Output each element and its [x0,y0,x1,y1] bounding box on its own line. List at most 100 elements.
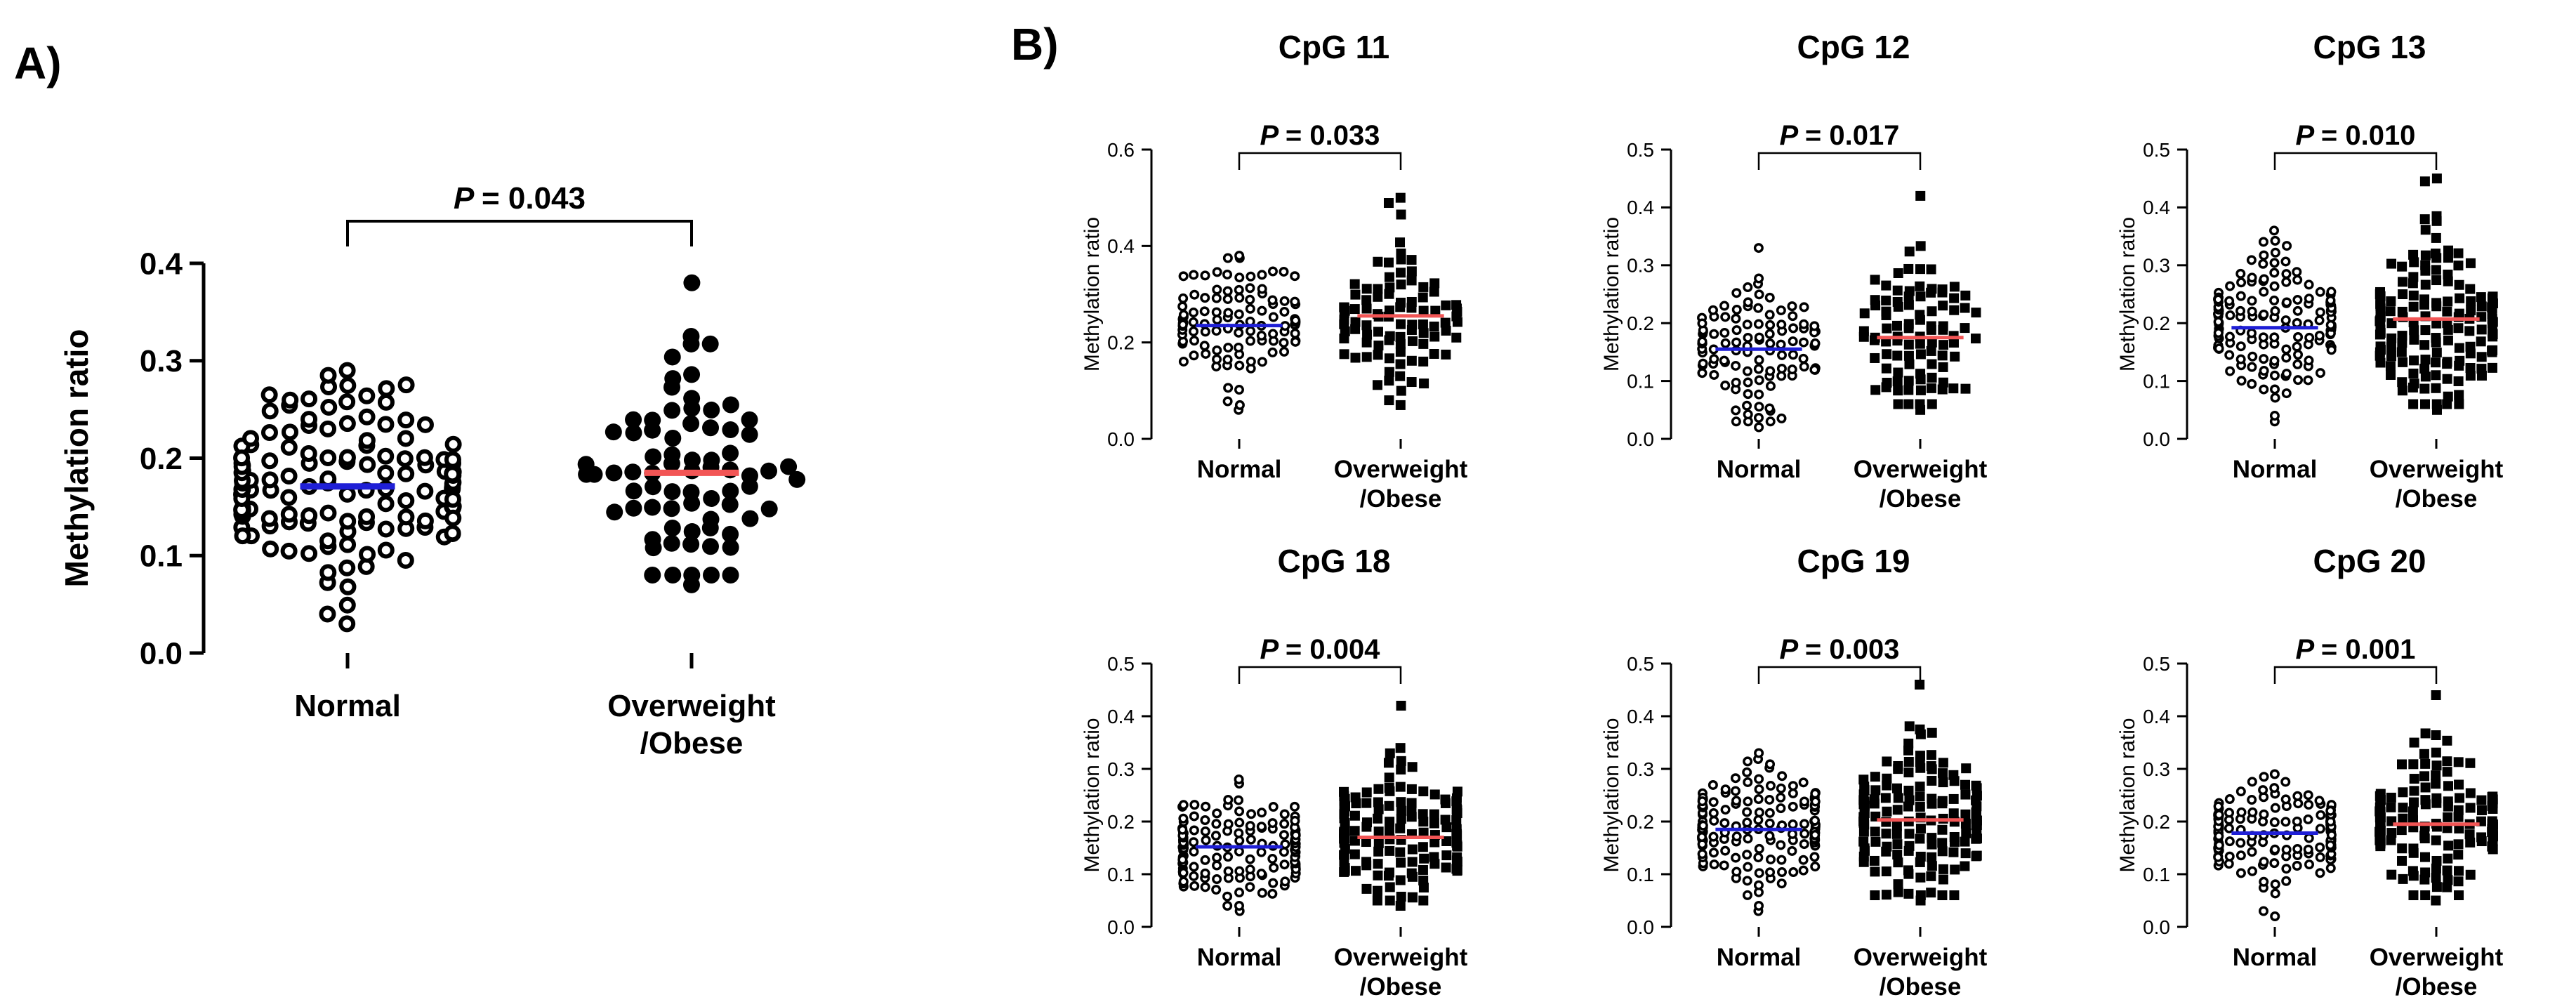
data-point [1891,829,1902,839]
data-point [2398,787,2408,798]
data-point [2224,851,2235,862]
data-point [1385,882,1395,892]
data-point [1938,301,1948,311]
data-point [1245,882,1255,892]
data-point [1776,840,1786,850]
data-point [300,507,318,525]
data-point [1361,284,1372,294]
data-point [2213,317,2224,327]
data-point [1708,797,1719,807]
data-point [1720,312,1731,322]
data-point [1903,350,1914,361]
data-point [2292,860,2302,871]
data-point [1406,255,1417,265]
data-point [1257,284,1267,294]
p-symbol: P [454,181,482,216]
data-point [1892,285,1903,296]
y-axis-label: Methylation ratio [2116,718,2139,872]
data-point [2431,211,2442,221]
data-point [2431,873,2441,883]
data-point [2420,890,2431,900]
data-point [2476,832,2487,843]
data-point [1915,872,1926,883]
data-point [1960,789,1971,800]
data-point [2443,245,2454,256]
data-point [1189,350,1199,361]
data-point [1881,306,1891,317]
data-point [1764,329,1775,339]
data-point [1926,871,1936,881]
data-point [1937,284,1948,295]
data-point [1212,267,1222,277]
data-point [1361,857,1372,867]
data-point [1754,332,1764,343]
data-point [702,419,720,437]
data-point [2408,890,2419,900]
data-point [644,411,661,429]
data-point [1870,385,1881,395]
data-point [1720,338,1731,348]
data-point [2454,890,2464,900]
data-point [2258,906,2268,916]
data-point [1810,830,1821,841]
data-point [1697,368,1708,378]
data-point [1279,830,1289,841]
x-category-label: Normal [1197,944,1282,971]
data-point [1407,762,1418,772]
data-point [605,423,622,441]
y-tick-label: 0.2 [1107,811,1135,833]
data-point [2326,345,2337,355]
data-point [2375,795,2386,805]
data-point [1903,339,1914,350]
data-point [2236,376,2247,386]
data-point [1731,852,1741,863]
data-point [1720,845,1731,856]
data-point [444,509,462,527]
data-point [1177,824,1188,835]
data-point [1810,789,1821,799]
data-point [2281,344,2292,355]
data-point [683,366,701,383]
data-point [2443,296,2453,307]
data-point [2455,793,2465,803]
data-point [1257,305,1267,316]
data-point [397,411,415,429]
data-point [2419,749,2429,759]
data-point [722,567,739,584]
data-point [1340,305,1350,316]
data-point [2236,277,2247,288]
data-point [1971,820,1982,831]
data-point [378,380,395,397]
data-point [2409,737,2419,748]
data-point [1743,297,1753,308]
data-point [1406,377,1417,388]
data-point [2224,836,2235,847]
data-point [2419,340,2430,350]
data-point [1383,758,1394,768]
data-point [2443,875,2453,885]
data-point [1719,327,1730,338]
data-point [2225,366,2235,376]
data-point [1222,891,1233,902]
data-point [1859,796,1870,807]
data-point [1915,680,1925,690]
data-point [1234,795,1244,805]
data-point [2325,319,2336,330]
data-point [1720,805,1731,815]
data-point [1730,773,1741,784]
data-point [2442,374,2452,384]
x-category-label-line: /Obese [1880,973,1962,1001]
data-point [2398,289,2408,300]
data-point [1798,777,1809,788]
data-point [1384,826,1394,836]
data-point [1383,198,1394,209]
data-point [1418,875,1429,885]
data-point [1708,305,1718,315]
series-1-points [1339,192,1462,410]
data-point [1753,243,1764,253]
data-point [644,531,661,548]
data-point [1280,876,1290,887]
data-point [1776,413,1787,423]
data-point [2431,730,2441,741]
